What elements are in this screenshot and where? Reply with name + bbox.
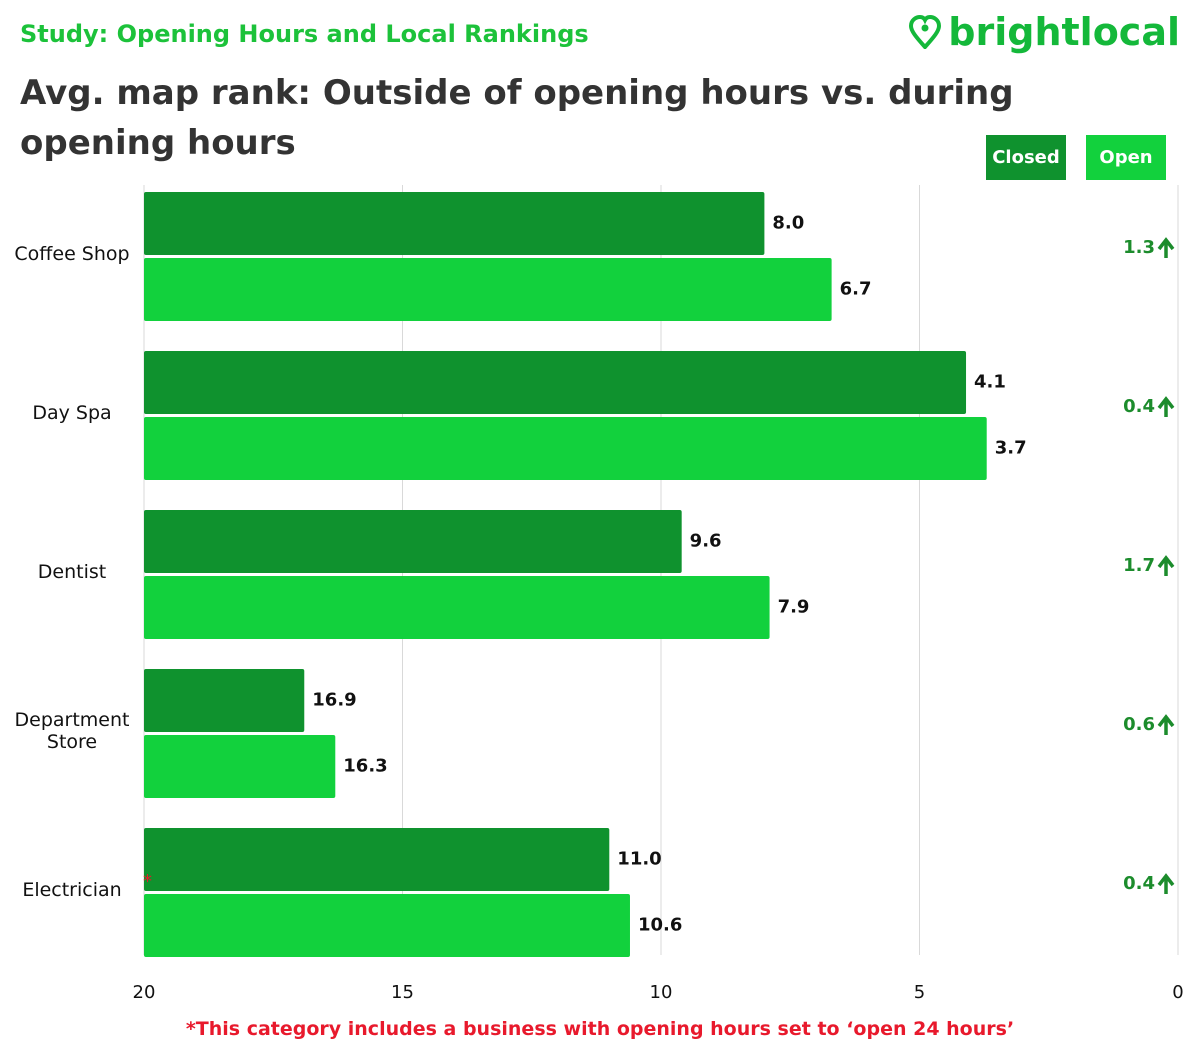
- x-tick-label: 10: [650, 982, 673, 1003]
- up-arrow: [1157, 714, 1175, 735]
- data-label: 10.6: [638, 915, 682, 936]
- y-tick-label: Day Spa: [32, 402, 112, 424]
- data-label: 4.1: [974, 372, 1006, 393]
- bar: [144, 192, 765, 255]
- legend-item: Closed: [986, 135, 1066, 180]
- y-tick-label: Coffee Shop: [14, 243, 130, 265]
- bar: [144, 417, 987, 480]
- difference-label: 0.6: [1123, 714, 1155, 735]
- up-arrow: [1157, 237, 1175, 258]
- up-arrow: [1157, 555, 1175, 576]
- data-label: 16.9: [312, 690, 356, 711]
- bar: [144, 576, 770, 639]
- data-label: 16.3: [343, 756, 387, 777]
- y-tick-label: Department Store: [14, 709, 130, 753]
- bar: [144, 828, 610, 891]
- up-arrow: [1157, 873, 1175, 894]
- legend-item: Open: [1086, 135, 1166, 180]
- kicker: Study: Opening Hours and Local Rankings: [20, 20, 589, 48]
- difference-label: 1.3: [1123, 237, 1155, 258]
- x-tick-label: 20: [133, 982, 156, 1003]
- y-tick-label: Electrician *: [22, 871, 152, 901]
- difference-label: 0.4: [1123, 396, 1155, 417]
- data-label: 8.0: [772, 213, 804, 234]
- difference-label: 1.7: [1123, 555, 1155, 576]
- bar: [144, 351, 967, 414]
- data-label: 9.6: [690, 531, 722, 552]
- logo-text: brightlocal: [948, 10, 1180, 54]
- bar: [144, 669, 305, 732]
- data-label: 3.7: [995, 438, 1027, 459]
- x-tick-label: 15: [391, 982, 414, 1003]
- logo-icon: [909, 15, 942, 49]
- up-arrow: [1157, 396, 1175, 417]
- bar: [144, 510, 682, 573]
- data-label: 11.0: [617, 849, 661, 870]
- difference-label: 0.4: [1123, 873, 1155, 894]
- data-label: 6.7: [840, 279, 872, 300]
- x-tick-label: 0: [1172, 982, 1183, 1003]
- x-tick-label: 5: [914, 982, 925, 1003]
- bar: [144, 735, 336, 798]
- logo: brightlocal: [908, 10, 1180, 54]
- bar: [144, 258, 832, 321]
- bar: [144, 894, 630, 957]
- footnote-marker: *: [143, 871, 152, 892]
- chart-title: Avg. map rank: Outside of opening hours …: [20, 73, 1014, 163]
- footnote: *This category includes a business with …: [185, 1018, 1015, 1040]
- y-tick-label: Dentist: [37, 561, 107, 583]
- data-label: 7.9: [778, 597, 810, 618]
